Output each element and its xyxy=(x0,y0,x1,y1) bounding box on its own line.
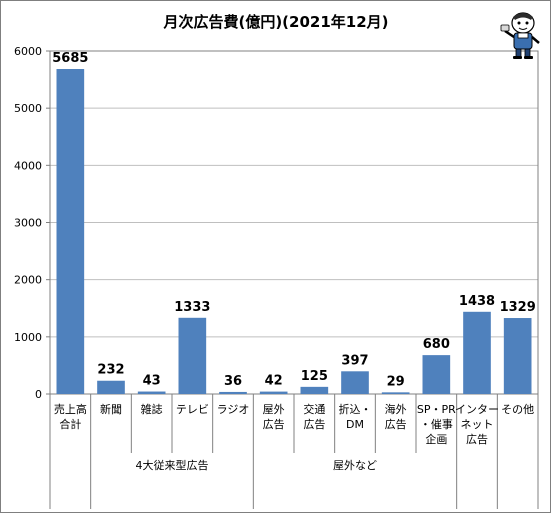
data-label: 5685 xyxy=(52,51,88,66)
y-tick-label: 2000 xyxy=(14,274,42,287)
data-label: 1333 xyxy=(174,300,210,315)
data-label: 1438 xyxy=(459,294,495,309)
group-label: 4大従来型広告 xyxy=(136,458,209,472)
data-label: 125 xyxy=(301,369,328,384)
bar xyxy=(463,311,491,394)
category-label: 企画 xyxy=(425,432,447,446)
category-label: 海外 xyxy=(385,402,407,416)
bar xyxy=(137,391,166,394)
category-label: 広告 xyxy=(466,433,488,446)
reporter-mascot-icon xyxy=(500,12,540,59)
chart-title: 月次広告費(億円)(2021年12月) xyxy=(162,13,388,31)
bar xyxy=(259,391,288,394)
category-label: ラジオ xyxy=(217,403,250,416)
category-label: DM xyxy=(346,418,364,431)
category-label: ・催事 xyxy=(420,417,453,431)
y-tick-label: 0 xyxy=(35,388,42,401)
category-label: テレビ xyxy=(176,403,209,416)
bar xyxy=(56,69,85,394)
category-label: ネット xyxy=(461,418,494,431)
category-label: インター xyxy=(455,403,499,416)
category-label: 雑誌 xyxy=(141,402,163,416)
category-label: 広告 xyxy=(303,418,325,431)
bar xyxy=(97,380,125,394)
category-label: 広告 xyxy=(385,418,407,431)
category-label: SP・PR xyxy=(417,403,456,416)
bars xyxy=(56,69,532,394)
category-label: その他 xyxy=(501,403,534,416)
bar xyxy=(503,318,532,394)
bar xyxy=(300,386,329,394)
category-label: 広告 xyxy=(263,418,285,431)
data-label: 36 xyxy=(224,374,242,389)
group-label: 屋外など xyxy=(333,459,377,472)
data-label: 43 xyxy=(143,374,161,389)
y-tick-label: 5000 xyxy=(14,102,42,115)
data-label: 232 xyxy=(97,363,124,378)
category-label: 売上高 xyxy=(54,402,87,416)
data-label: 29 xyxy=(387,374,405,389)
y-tick-label: 3000 xyxy=(14,217,42,230)
x-axis-groups: 4大従来型広告 屋外など xyxy=(136,458,378,472)
y-tick-label: 6000 xyxy=(14,45,42,58)
gridlines xyxy=(46,50,539,395)
data-label: 397 xyxy=(341,353,368,368)
category-label: 交通 xyxy=(303,402,325,416)
data-label: 1329 xyxy=(500,300,536,315)
bar xyxy=(178,317,207,394)
y-tick-label: 1000 xyxy=(14,331,42,344)
bar xyxy=(381,392,410,394)
data-label: 680 xyxy=(423,337,450,352)
data-labels: 5685 232 43 1333 36 42 125 397 29 680 1438 1329 xyxy=(52,51,536,389)
category-label: 新聞 xyxy=(100,402,122,416)
data-label: 42 xyxy=(265,374,283,389)
bar xyxy=(422,355,451,394)
category-label: 屋外 xyxy=(263,403,285,416)
category-label: 合計 xyxy=(59,417,81,431)
y-axis-ticks: 0 1000 2000 3000 4000 5000 6000 xyxy=(14,45,42,401)
bar xyxy=(341,371,369,394)
bar xyxy=(219,391,247,394)
y-tick-label: 4000 xyxy=(14,159,42,172)
category-label: 折込・ xyxy=(339,402,372,416)
